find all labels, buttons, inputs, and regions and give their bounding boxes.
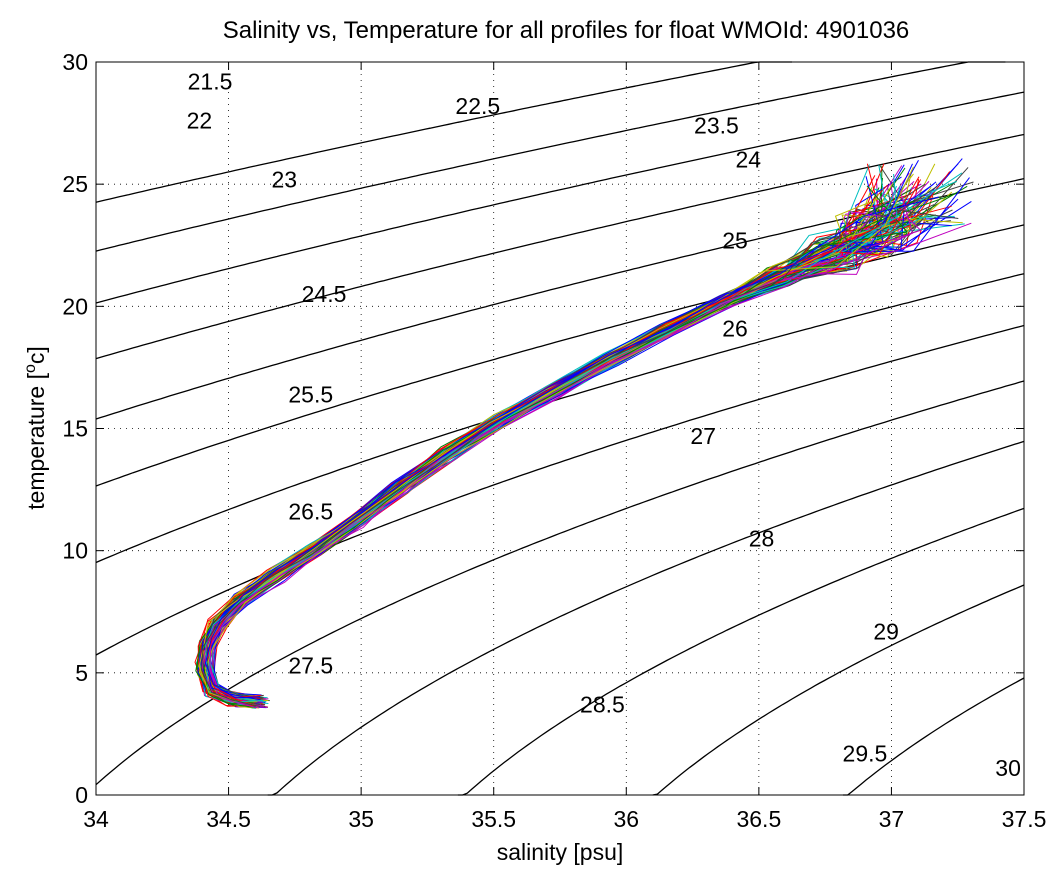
y-tick-label: 10 bbox=[62, 538, 88, 564]
density-contour-label: 30 bbox=[995, 755, 1021, 781]
x-tick-label: 34.5 bbox=[206, 806, 251, 832]
axis-ticks: 34 34.5 35 35.5 36 36.5 37 37.5 0 5 10 15 20 25 30 bbox=[62, 49, 1046, 832]
density-contour-label: 23.5 bbox=[694, 113, 739, 139]
density-contour-line bbox=[95, 324, 1025, 656]
y-tick-label: 15 bbox=[62, 416, 88, 442]
x-tick-label: 34 bbox=[83, 806, 109, 832]
density-contour-label: 25 bbox=[722, 227, 748, 253]
density-contour-line bbox=[95, 61, 792, 203]
density-contour-line bbox=[95, 61, 1006, 252]
density-contour-labels: 21.5 22 22.5 23 23.5 24 24.5 25 25.5 26 26.5 27 27.5… bbox=[187, 69, 1021, 782]
x-tick-label: 37.5 bbox=[1002, 806, 1047, 832]
y-tick-label: 30 bbox=[62, 49, 88, 75]
density-contour-label: 21.5 bbox=[188, 69, 233, 95]
ts-profiles bbox=[194, 158, 974, 709]
y-tick-label: 0 bbox=[75, 782, 88, 808]
density-contour-label: 26 bbox=[722, 315, 748, 341]
density-contour-line bbox=[95, 380, 1025, 786]
density-contour-label: 24.5 bbox=[302, 281, 347, 307]
y-tick-label: 25 bbox=[62, 171, 88, 197]
ts-profile-line bbox=[204, 196, 939, 699]
ts-profile-line bbox=[209, 213, 922, 707]
x-tick-label: 36.5 bbox=[736, 806, 781, 832]
density-contour-line bbox=[843, 677, 1025, 796]
x-tick-label: 36 bbox=[613, 806, 639, 832]
x-tick-label: 37 bbox=[879, 806, 905, 832]
density-contour-label: 22.5 bbox=[455, 93, 500, 119]
density-contour-label: 28.5 bbox=[580, 692, 625, 718]
density-contour-label: 27.5 bbox=[288, 653, 333, 679]
density-contour-line bbox=[267, 440, 1025, 796]
density-contour-line bbox=[95, 224, 1025, 487]
plot-area bbox=[96, 62, 1024, 795]
density-contour-line bbox=[457, 507, 1025, 796]
y-axis-label: temperature [oc] bbox=[22, 346, 49, 510]
ts-profile-line bbox=[198, 166, 914, 707]
x-tick-label: 35 bbox=[348, 806, 374, 832]
density-contour-label: 29 bbox=[873, 618, 899, 644]
density-contour-line bbox=[95, 133, 1025, 360]
y-axis-label-tail: c] bbox=[23, 346, 49, 364]
density-contour-label: 24 bbox=[735, 147, 761, 173]
density-contour-label: 26.5 bbox=[288, 499, 333, 525]
y-axis-label-main: temperature [ bbox=[23, 372, 49, 509]
density-contour-line bbox=[95, 91, 1025, 304]
density-contour-label: 25.5 bbox=[288, 381, 333, 407]
y-tick-label: 20 bbox=[62, 293, 88, 319]
chart-title: Salinity vs, Temperature for all profile… bbox=[223, 17, 910, 44]
y-axis-label-sup: o bbox=[22, 364, 39, 373]
y-tick-label: 5 bbox=[75, 660, 88, 686]
density-contour-label: 22 bbox=[187, 108, 213, 134]
density-contour-line bbox=[95, 273, 1025, 564]
x-axis-label: salinity [psu] bbox=[497, 839, 624, 865]
ts-profile-line bbox=[200, 209, 959, 707]
x-tick-label: 35.5 bbox=[471, 806, 516, 832]
density-contour-line bbox=[652, 584, 1025, 796]
density-contour-label: 28 bbox=[749, 525, 775, 551]
density-contour-label: 27 bbox=[690, 423, 716, 449]
density-contour-label: 23 bbox=[271, 166, 297, 192]
density-contour-label: 29.5 bbox=[843, 740, 888, 766]
